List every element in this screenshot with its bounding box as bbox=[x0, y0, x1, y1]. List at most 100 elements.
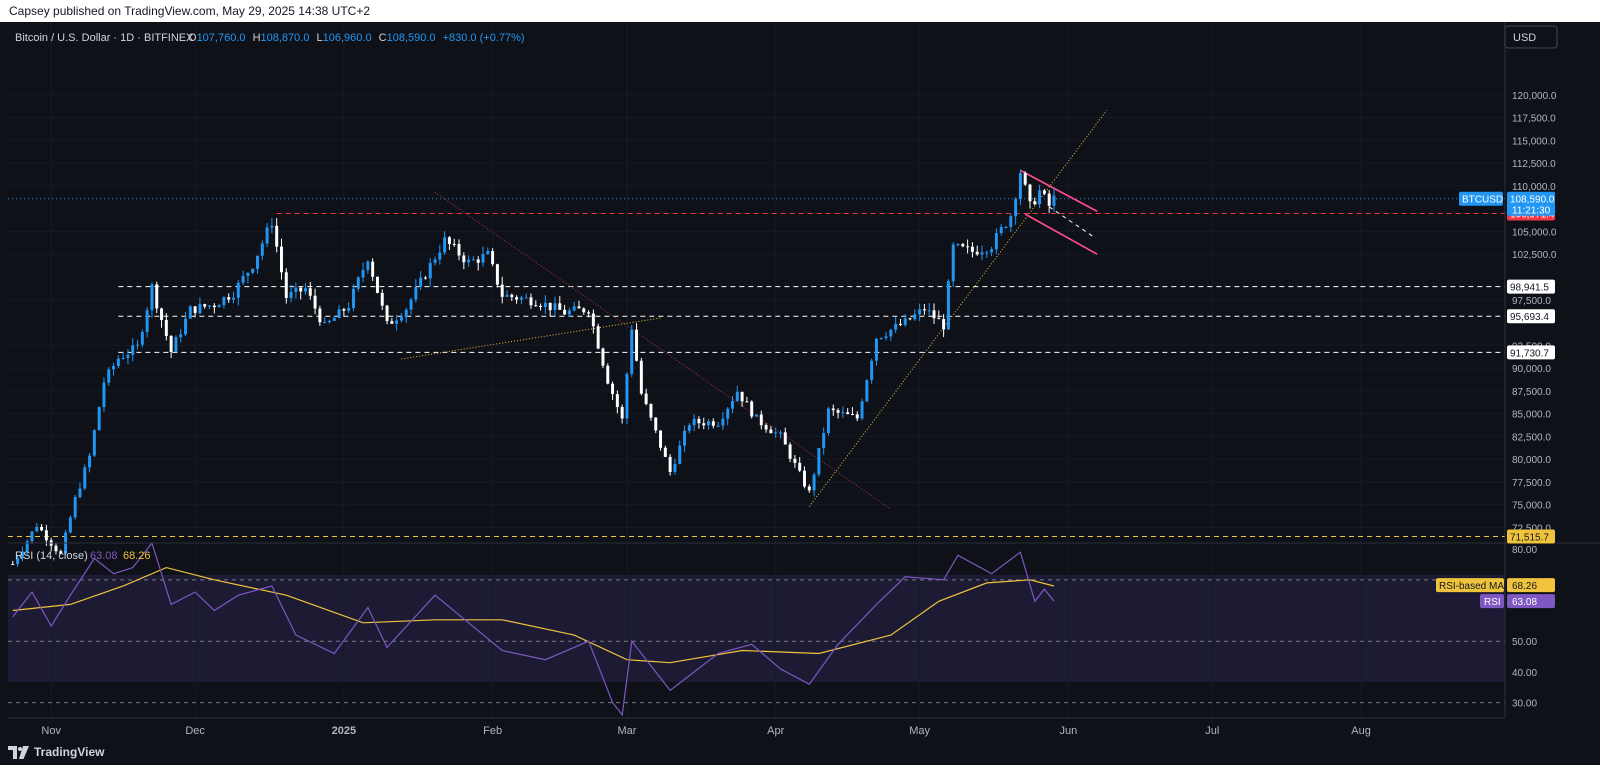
candle-body[interactable] bbox=[884, 336, 888, 338]
candle-body[interactable] bbox=[692, 418, 696, 426]
candle-body[interactable] bbox=[280, 246, 283, 273]
candle-body[interactable] bbox=[88, 455, 92, 468]
candle-body[interactable] bbox=[20, 551, 24, 559]
candle-body[interactable] bbox=[731, 401, 734, 409]
candle-body[interactable] bbox=[232, 297, 235, 300]
candle-body[interactable] bbox=[812, 474, 816, 491]
candle-body[interactable] bbox=[735, 391, 739, 402]
candle-body[interactable] bbox=[73, 497, 77, 518]
candle-body[interactable] bbox=[577, 306, 581, 309]
candle-body[interactable] bbox=[423, 277, 427, 279]
candle-body[interactable] bbox=[164, 319, 168, 336]
candle-body[interactable] bbox=[625, 373, 629, 419]
currency-button[interactable]: USD bbox=[1504, 25, 1558, 49]
candle-body[interactable] bbox=[208, 305, 212, 307]
candle-body[interactable] bbox=[227, 297, 231, 300]
candle-body[interactable] bbox=[246, 272, 250, 276]
candle-body[interactable] bbox=[169, 335, 173, 352]
candle-body[interactable] bbox=[107, 369, 111, 383]
candle-body[interactable] bbox=[323, 322, 327, 324]
candle-body[interactable] bbox=[351, 288, 355, 309]
candle-body[interactable] bbox=[755, 414, 758, 417]
candle-body[interactable] bbox=[534, 305, 538, 307]
candle-body[interactable] bbox=[486, 251, 490, 255]
candle-body[interactable] bbox=[438, 252, 442, 260]
candle-body[interactable] bbox=[35, 526, 39, 532]
candle-body[interactable] bbox=[294, 287, 298, 292]
candle-body[interactable] bbox=[16, 558, 20, 565]
candle-body[interactable] bbox=[874, 338, 878, 361]
candle-body[interactable] bbox=[563, 309, 567, 315]
candle-body[interactable] bbox=[539, 305, 543, 308]
candle-body[interactable] bbox=[673, 463, 677, 472]
candle-body[interactable] bbox=[265, 227, 269, 244]
candle-body[interactable] bbox=[779, 432, 782, 434]
candle-body[interactable] bbox=[419, 277, 423, 287]
candle-body[interactable] bbox=[711, 421, 715, 426]
candle-body[interactable] bbox=[174, 337, 178, 352]
candle-body[interactable] bbox=[697, 418, 701, 424]
candle-body[interactable] bbox=[313, 295, 317, 309]
candle-body[interactable] bbox=[409, 299, 413, 310]
candle-body[interactable] bbox=[303, 288, 307, 292]
candle-body[interactable] bbox=[774, 432, 778, 434]
candle-body[interactable] bbox=[591, 313, 595, 327]
candle-body[interactable] bbox=[414, 286, 418, 300]
candle-body[interactable] bbox=[366, 261, 370, 270]
candle-body[interactable] bbox=[975, 251, 979, 255]
candles[interactable] bbox=[11, 169, 1056, 567]
candle-body[interactable] bbox=[783, 432, 787, 445]
candle-body[interactable] bbox=[726, 408, 730, 419]
candle-body[interactable] bbox=[299, 287, 303, 292]
candle-body[interactable] bbox=[54, 545, 58, 552]
candle-body[interactable] bbox=[332, 318, 336, 321]
trendline[interactable] bbox=[1048, 206, 1093, 237]
candle-body[interactable] bbox=[865, 380, 869, 402]
candle-body[interactable] bbox=[601, 348, 605, 366]
candle-body[interactable] bbox=[961, 244, 965, 247]
candle-body[interactable] bbox=[40, 526, 44, 531]
candle-body[interactable] bbox=[956, 244, 960, 246]
candle-body[interactable] bbox=[356, 277, 360, 289]
candle-body[interactable] bbox=[802, 470, 806, 487]
candle-body[interactable] bbox=[1009, 216, 1013, 227]
candle-body[interactable] bbox=[481, 254, 485, 263]
candle-body[interactable] bbox=[553, 303, 557, 311]
candle-body[interactable] bbox=[308, 288, 312, 296]
candle-body[interactable] bbox=[150, 284, 154, 311]
currency-button-frame[interactable] bbox=[1504, 25, 1558, 49]
candle-body[interactable] bbox=[44, 530, 48, 541]
candle-body[interactable] bbox=[894, 323, 898, 330]
candle-body[interactable] bbox=[846, 412, 850, 415]
time-axis[interactable]: Nov Dec 2025 Feb Mar Apr May Jun Jul Aug bbox=[41, 725, 1370, 737]
candle-body[interactable] bbox=[505, 294, 509, 297]
candle-body[interactable] bbox=[764, 425, 768, 430]
candle-body[interactable] bbox=[615, 394, 619, 408]
candle-body[interactable] bbox=[404, 309, 408, 318]
candle-body[interactable] bbox=[596, 326, 600, 349]
candle-body[interactable] bbox=[740, 391, 744, 402]
candle-body[interactable] bbox=[548, 302, 552, 311]
candle-body[interactable] bbox=[241, 275, 245, 283]
price-axis[interactable]: 120,000.0 117,500.0 115,000.0 112,500.0 110,… bbox=[1436, 91, 1557, 710]
candle-body[interactable] bbox=[433, 259, 437, 263]
candle-body[interactable] bbox=[668, 456, 672, 472]
candle-body[interactable] bbox=[606, 365, 610, 384]
candle-body[interactable] bbox=[284, 272, 288, 298]
candle-body[interactable] bbox=[707, 421, 711, 426]
candle-body[interactable] bbox=[395, 320, 399, 324]
candle-body[interactable] bbox=[587, 312, 591, 314]
candle-body[interactable] bbox=[203, 304, 207, 307]
candle-body[interactable] bbox=[1033, 201, 1037, 205]
candle-body[interactable] bbox=[663, 447, 667, 457]
candle-body[interactable] bbox=[112, 365, 116, 370]
candle-body[interactable] bbox=[318, 308, 322, 323]
candle-body[interactable] bbox=[639, 360, 643, 394]
candle-body[interactable] bbox=[721, 418, 725, 426]
candle-body[interactable] bbox=[1023, 173, 1027, 185]
candle-body[interactable] bbox=[898, 323, 902, 325]
currency-button-label[interactable]: USD bbox=[1513, 32, 1536, 44]
candle-body[interactable] bbox=[251, 268, 255, 273]
candle-body[interactable] bbox=[572, 306, 576, 311]
candle-body[interactable] bbox=[327, 320, 331, 323]
